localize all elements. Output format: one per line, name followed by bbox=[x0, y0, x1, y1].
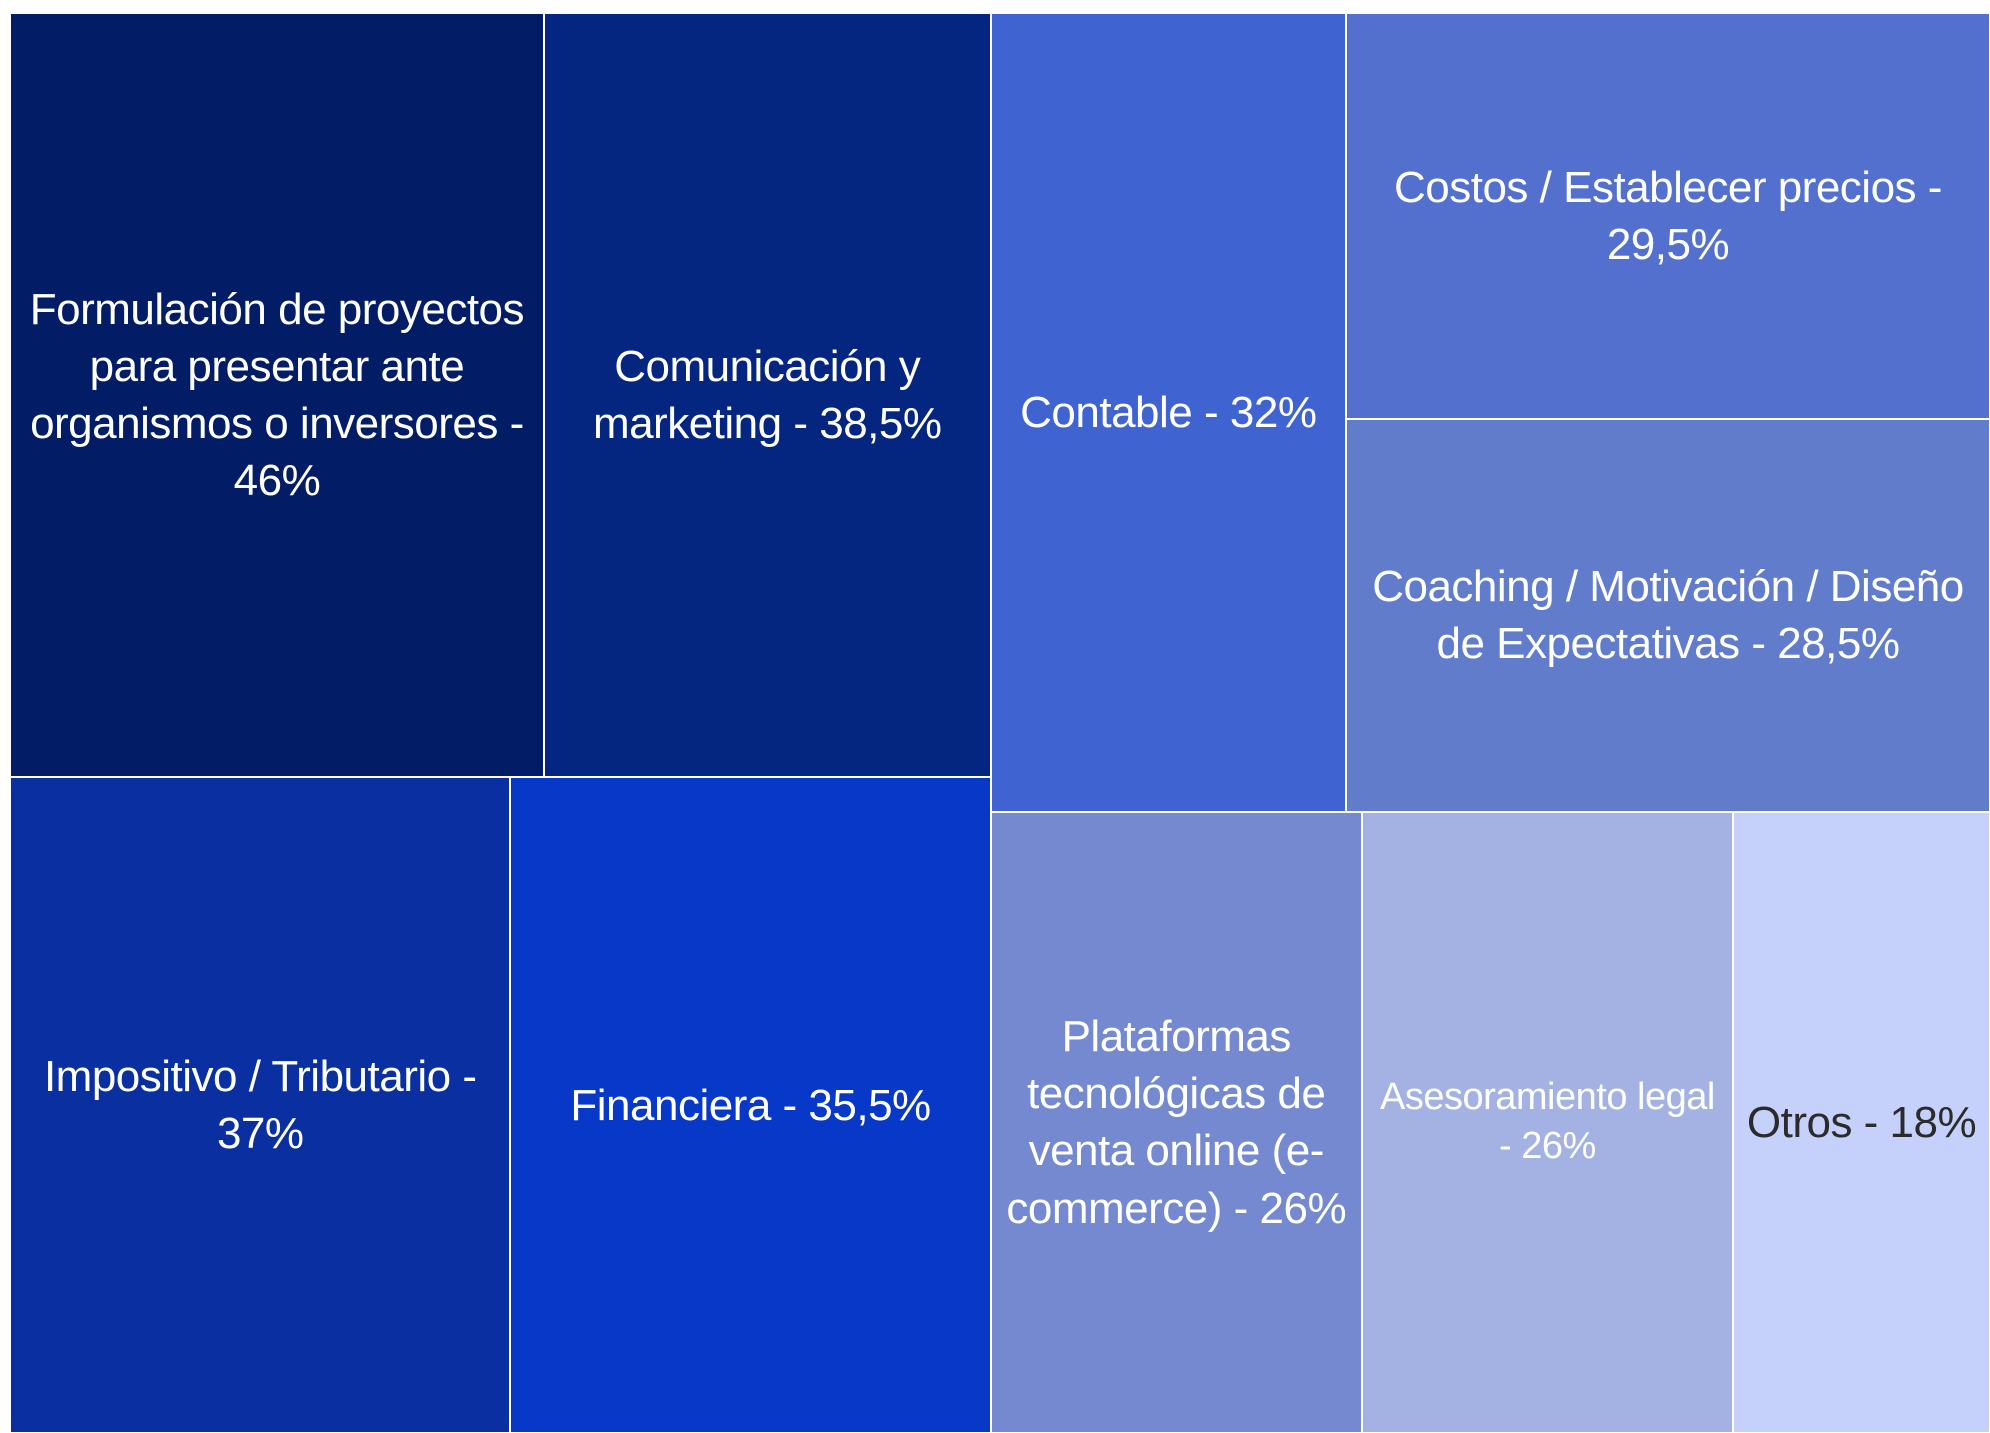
tile: Coaching / Motivación / Diseño de Expect… bbox=[1345, 419, 1990, 812]
tile-label: Asesoramiento legal - 26% bbox=[1380, 1075, 1715, 1168]
tile-label: Costos / Establecer precios - 29,5% bbox=[1393, 162, 1942, 270]
tile: Asesoramiento legal - 26% bbox=[1361, 811, 1733, 1433]
tile-label: Coaching / Motivación / Diseño de Expect… bbox=[1372, 562, 1964, 669]
tile: Comunicación y marketing - 38,5% bbox=[543, 13, 991, 778]
tile: Financiera - 35,5% bbox=[510, 777, 991, 1433]
tile-label: Comunicación y marketing - 38,5% bbox=[592, 341, 942, 449]
tile: Plataformas tecnológicas de venta online… bbox=[990, 811, 1362, 1433]
tile: Otros - 18% bbox=[1733, 811, 1990, 1433]
tile-label: Formulación de proyectos para presentar … bbox=[29, 284, 525, 506]
tile: Contable - 32% bbox=[990, 13, 1346, 812]
tile: Formulación de proyectos para presentar … bbox=[10, 13, 544, 778]
tile-label: Plataformas tecnológicas de venta online… bbox=[1006, 1012, 1347, 1233]
tile: Costos / Establecer precios - 29,5% bbox=[1345, 13, 1990, 420]
tile: Impositivo / Tributario - 37% bbox=[10, 777, 511, 1433]
tile-label: Financiera - 35,5% bbox=[570, 1080, 931, 1130]
tile-label: Impositivo / Tributario - 37% bbox=[43, 1051, 477, 1159]
tile-label: Contable - 32% bbox=[1020, 387, 1317, 437]
tile-label: Otros - 18% bbox=[1746, 1097, 1977, 1147]
